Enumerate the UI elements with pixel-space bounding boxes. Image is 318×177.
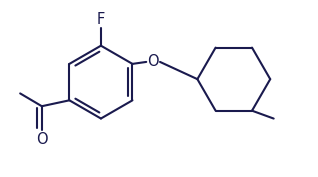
Text: O: O bbox=[36, 132, 48, 147]
Text: O: O bbox=[147, 54, 159, 69]
Text: F: F bbox=[97, 12, 105, 27]
